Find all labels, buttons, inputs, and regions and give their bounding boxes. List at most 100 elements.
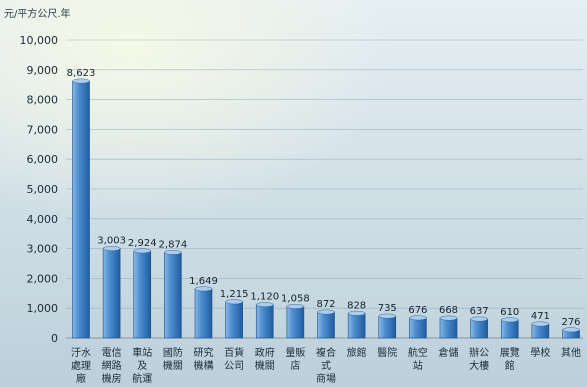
bar [378, 315, 397, 339]
value-label: 2,924 [128, 238, 157, 249]
category-label: 研究機構 [194, 346, 214, 372]
bar-cap [470, 316, 488, 322]
bar-cap [133, 248, 151, 254]
value-label: 668 [439, 305, 458, 316]
bar-cap [286, 304, 305, 309]
value-label: 471 [531, 311, 550, 322]
category-label-line: 旅館 [347, 346, 367, 359]
bar-cap [562, 327, 580, 333]
y-tick-label: 5,000 [27, 183, 59, 196]
y-tick-label: 2,000 [27, 272, 59, 285]
value-label: 2,874 [159, 239, 188, 250]
category-label-line: 國防 [163, 346, 183, 359]
y-tick-label: 0 [51, 332, 58, 345]
bar-cap [256, 302, 274, 308]
y-unit-label: 元/平方公尺.年 [4, 7, 71, 20]
bar [225, 301, 243, 339]
bar-cap [102, 246, 121, 251]
bar-cap [194, 286, 213, 292]
category-label-line: 店 [290, 359, 300, 372]
category-label-line: 商場 [316, 372, 336, 385]
bar-cap [439, 315, 458, 321]
value-label: 1,058 [281, 293, 310, 304]
bar [470, 318, 488, 339]
category-label-line: 電信 [102, 347, 122, 359]
category-label: 車站及航運 [132, 346, 152, 385]
category-label: 學校 [530, 346, 550, 359]
y-tick-label: 7,000 [27, 123, 59, 136]
bar-cap [378, 313, 396, 319]
value-label: 3,003 [97, 236, 126, 247]
category-label-line: 複合 [316, 346, 336, 359]
category-label: 其他 [561, 346, 581, 359]
category-label-line: 館 [505, 359, 515, 372]
bar [347, 313, 366, 339]
bar [164, 252, 182, 339]
category-label-line: 航空 [408, 346, 428, 359]
value-label: 828 [347, 300, 366, 311]
value-label: 276 [561, 317, 580, 328]
value-label: 8,623 [67, 68, 96, 79]
bar [286, 306, 305, 339]
bar-cap [409, 315, 427, 321]
category-labels: 汙水處理廠電信網路機房車站及航運國防機關研究機構百貨公司政府機關量販店複合式商場… [71, 346, 581, 385]
bar [439, 317, 458, 339]
y-tick-label: 8,000 [27, 94, 59, 107]
bar-cap [72, 78, 90, 84]
bar [255, 304, 274, 339]
value-label: 735 [378, 303, 397, 314]
y-tick-label: 9,000 [27, 64, 59, 77]
category-label: 電信網路機房 [102, 347, 122, 385]
bar [500, 319, 519, 339]
y-tick-label: 3,000 [27, 243, 59, 256]
category-label-line: 倉儲 [439, 346, 459, 359]
value-label: 1,215 [220, 289, 249, 300]
value-label: 872 [316, 299, 335, 310]
category-label-line: 學校 [530, 346, 550, 359]
category-label-line: 辦公 [469, 346, 489, 359]
category-label-line: 廠 [76, 372, 86, 385]
gridlines [66, 39, 583, 309]
category-label: 政府機關 [255, 346, 275, 372]
y-tick-label: 4,000 [27, 213, 59, 226]
bar [102, 248, 121, 339]
bar [133, 250, 152, 339]
category-label: 汙水處理廠 [71, 346, 91, 385]
bars-group [72, 78, 580, 339]
category-label-line: 式 [321, 359, 331, 372]
category-label: 國防機關 [163, 346, 183, 372]
bar-cap [501, 317, 519, 323]
bar [317, 311, 335, 339]
category-label-line: 車站 [132, 346, 152, 359]
category-label: 量販店 [285, 347, 305, 372]
category-label-line: 站 [413, 359, 423, 372]
category-label: 展覽館 [500, 346, 520, 372]
value-label: 610 [500, 307, 519, 318]
value-label: 1,120 [250, 292, 279, 303]
bar [72, 80, 90, 339]
category-label-line: 及 [137, 360, 147, 372]
category-label: 旅館 [347, 346, 367, 359]
category-label-line: 研究 [194, 346, 214, 359]
category-label: 辦公大樓 [469, 346, 489, 372]
category-label-line: 醫院 [377, 346, 397, 359]
category-label-line: 公司 [224, 361, 244, 372]
y-tick-label: 1,000 [27, 302, 59, 315]
category-label-line: 網路 [102, 359, 122, 372]
category-label-line: 展覽 [500, 346, 520, 359]
value-label: 676 [408, 305, 427, 316]
y-tick-label: 6,000 [27, 153, 59, 166]
bar-cap [317, 309, 335, 315]
y-tick-label: 10,000 [20, 34, 59, 47]
bar [194, 288, 213, 339]
category-label: 百貨公司 [224, 346, 244, 372]
category-label-line: 航運 [132, 372, 152, 385]
category-label-line: 其他 [561, 346, 581, 359]
category-label-line: 處理 [71, 359, 91, 372]
value-label: 637 [470, 306, 489, 317]
category-label-line: 機關 [255, 359, 275, 372]
category-label: 航空站 [408, 346, 428, 372]
